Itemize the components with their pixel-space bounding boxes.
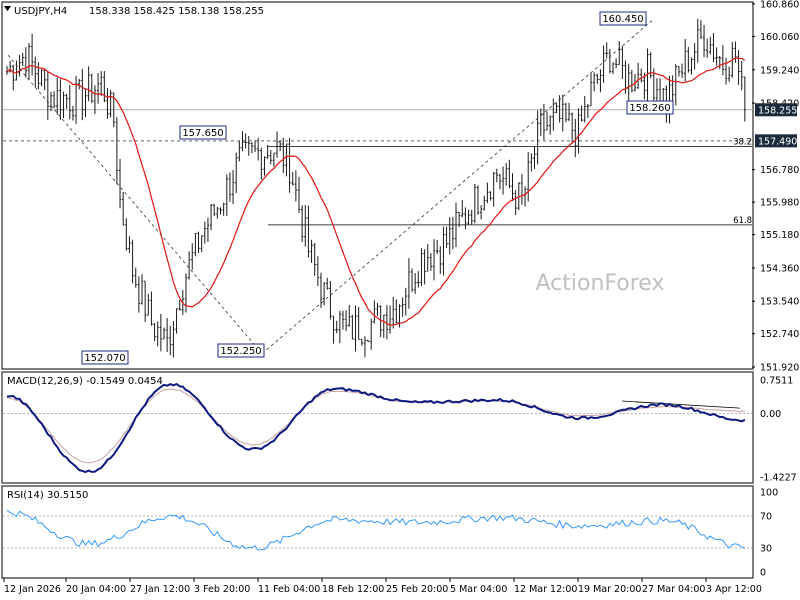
y-tick-label: 155.180 bbox=[760, 230, 799, 241]
macd-tick-label: -1.4227 bbox=[760, 473, 797, 484]
y-tick-label: 151.920 bbox=[760, 363, 799, 374]
y-tick-label: 160.860 bbox=[760, 0, 799, 11]
x-tick-label: 27 Mar 04:00 bbox=[642, 584, 705, 595]
ma-line bbox=[6, 57, 746, 326]
watermark: ActionForex bbox=[536, 271, 665, 296]
symbol-label: USDJPY,H4 bbox=[14, 6, 67, 17]
x-tick-label: 3 Feb 20:00 bbox=[194, 584, 250, 595]
uptrend-line bbox=[261, 20, 653, 354]
y-tick-label: 159.240 bbox=[760, 65, 799, 76]
fib-level-label: 38.2 bbox=[733, 138, 752, 148]
y-tick-label: 160.060 bbox=[760, 32, 799, 43]
macd-divergence-line bbox=[621, 400, 741, 409]
annotation-label: 157.650 bbox=[182, 128, 223, 139]
macd-title: MACD(12,26,9) -0.1549 0.0454 bbox=[7, 376, 163, 387]
rsi-tick-label: 0 bbox=[760, 568, 766, 579]
y-tick-label: 152.740 bbox=[760, 329, 799, 340]
annotation-box bbox=[626, 100, 674, 115]
x-tick-label: 11 Feb 04:00 bbox=[258, 584, 320, 595]
macd-tick-label: 0.00 bbox=[760, 409, 781, 420]
macd-panel-frame bbox=[1, 371, 754, 484]
annotation-box bbox=[179, 125, 227, 140]
macd-tick-label: 0.7511 bbox=[760, 376, 793, 387]
rsi-tick-label: 70 bbox=[760, 512, 772, 523]
x-tick-label: 20 Jan 04:00 bbox=[66, 584, 126, 595]
x-tick-label: 3 Apr 12:00 bbox=[706, 584, 762, 595]
rsi-tick-label: 30 bbox=[760, 544, 772, 555]
price-levels: 38.2 61.8 bbox=[3, 109, 752, 226]
current-price-tag bbox=[755, 103, 797, 117]
y-tick-label: 155.980 bbox=[760, 198, 799, 209]
macd-plot bbox=[3, 382, 752, 474]
annotation-label: 152.250 bbox=[220, 346, 261, 357]
candles bbox=[5, 18, 747, 358]
annotation-label: 152.070 bbox=[84, 353, 125, 364]
x-tick-label: 25 Feb 20:00 bbox=[386, 584, 448, 595]
rsi-title: RSI(14) 30.5150 bbox=[7, 490, 88, 501]
y-axis-labels: 160.860160.060159.240158.420156.780155.9… bbox=[752, 0, 799, 579]
rsi-tick-label: 100 bbox=[760, 488, 778, 499]
symbol-icon bbox=[4, 6, 11, 11]
macd-main-line bbox=[6, 382, 746, 474]
annotation-box bbox=[599, 11, 647, 26]
y-tick-label: 156.780 bbox=[760, 165, 799, 176]
annotation-label: 160.450 bbox=[602, 14, 643, 25]
ohlc-values: 158.338 158.425 158.138 158.255 bbox=[89, 6, 264, 17]
rsi-panel-frame bbox=[1, 485, 754, 579]
rsi-line bbox=[6, 510, 745, 551]
x-tick-label: 19 Mar 20:00 bbox=[578, 584, 641, 595]
annotation-box bbox=[217, 343, 265, 358]
x-tick-label: 27 Jan 12:00 bbox=[130, 584, 190, 595]
macd-signal-line bbox=[6, 388, 745, 464]
dotted-level-label: 157.490 bbox=[758, 136, 797, 147]
y-tick-label: 153.540 bbox=[760, 297, 799, 308]
annotation-label: 158.260 bbox=[629, 103, 670, 114]
annotation-box bbox=[81, 350, 129, 365]
x-tick-label: 12 Mar 12:00 bbox=[514, 584, 577, 595]
price-annotations: 160.450 158.260 157.650 152.070 152.250 bbox=[81, 11, 674, 365]
trendlines bbox=[7, 20, 741, 409]
moving-average bbox=[6, 57, 746, 326]
price-panel-frame bbox=[1, 1, 754, 370]
x-tick-label: 18 Feb 12:00 bbox=[322, 584, 384, 595]
dotted-level-tag bbox=[755, 134, 797, 148]
x-axis-labels: 12 Jan 2026 20 Jan 04:00 27 Jan 12:00 3 Feb… bbox=[3, 578, 762, 595]
current-price-label: 158.255 bbox=[758, 105, 797, 116]
y-tick-label: 154.360 bbox=[760, 263, 799, 274]
x-tick-label: 12 Jan 2026 bbox=[4, 584, 61, 595]
downtrend-line bbox=[7, 54, 263, 354]
fib-level-label: 61.8 bbox=[733, 216, 752, 226]
rsi-plot bbox=[3, 510, 752, 551]
x-tick-label: 5 Mar 04:00 bbox=[450, 584, 507, 595]
